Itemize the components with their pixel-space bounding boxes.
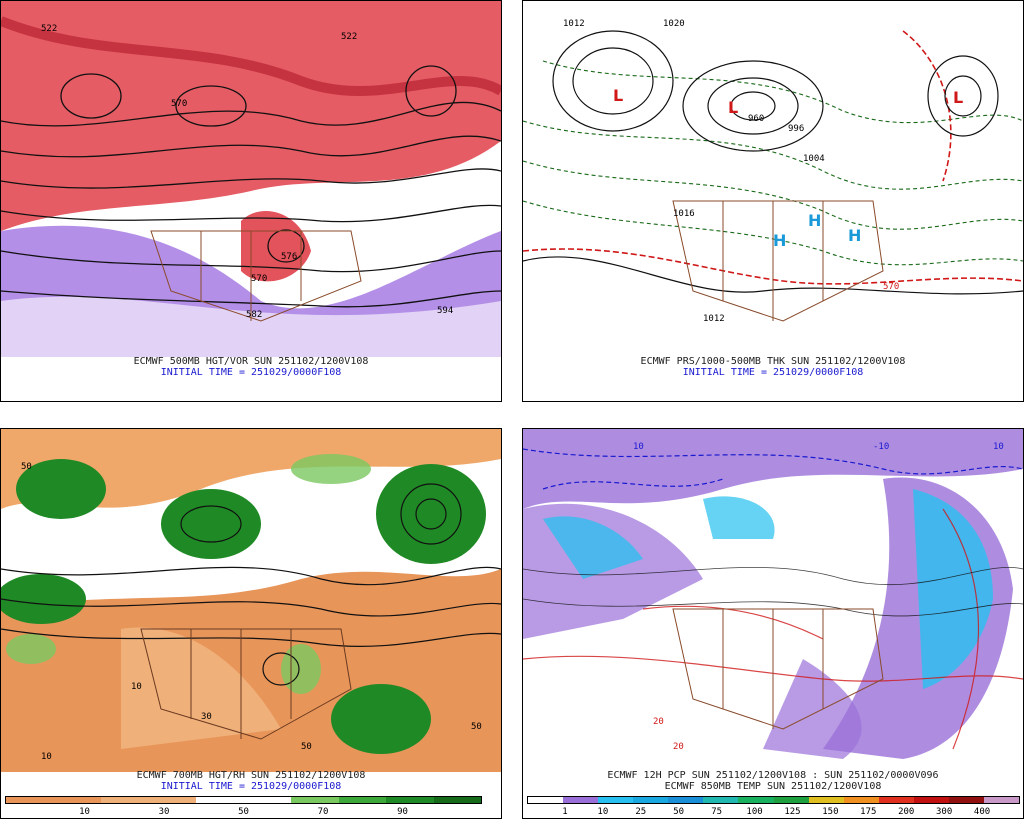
colorbar-tick-label: 90	[397, 807, 408, 817]
svg-text:50: 50	[471, 722, 482, 732]
map-precip-850temp: 10 10 20 -10 20	[523, 429, 1023, 772]
svg-text:L: L	[953, 88, 963, 107]
colorbar-segment	[243, 797, 291, 803]
svg-text:1016: 1016	[673, 209, 695, 219]
colorbar-tick-label: 300	[936, 807, 953, 817]
colorbar-tick-label: 400	[973, 807, 991, 817]
colorbar-tick-label: 30	[158, 807, 170, 817]
panel-500mb-hgt-vor: 522 570 576 582 594 570 522 ECMWF 500MB …	[0, 0, 502, 402]
panel-caption: ECMWF PRS/1000-500MB THK SUN 251102/1200…	[640, 356, 906, 367]
initial-time: INITIAL TIME = 251029/0000F108	[682, 367, 864, 378]
svg-text:50: 50	[21, 462, 32, 472]
svg-text:10: 10	[993, 442, 1004, 452]
colorbar-tick-label: 150	[822, 807, 839, 817]
svg-text:L: L	[728, 98, 738, 117]
initial-time: INITIAL TIME = 251029/0000F108	[160, 367, 342, 378]
colorbar-segment	[703, 797, 739, 803]
colorbar-segment	[528, 797, 564, 803]
colorbar-tick-label: 200	[898, 807, 915, 817]
rh-colorbar	[5, 796, 482, 804]
svg-text:L: L	[613, 86, 623, 105]
colorbar-segment	[598, 797, 634, 803]
svg-text:30: 30	[201, 712, 212, 722]
svg-text:10: 10	[41, 752, 52, 762]
colorbar-segment	[913, 797, 949, 803]
colorbar-tick-label: 125	[784, 807, 801, 817]
colorbar-tick-label: 70	[317, 807, 329, 817]
colorbar-segment	[196, 797, 244, 803]
initial-time: INITIAL TIME = 251029/0000F108	[160, 781, 342, 792]
svg-text:570: 570	[883, 282, 899, 292]
colorbar-segment	[843, 797, 879, 803]
colorbar-tick-label: 10	[79, 807, 90, 817]
panel-pcp-850temp: 10 10 20 -10 20 ECMWF 12H PCP SUN 251102…	[522, 428, 1024, 819]
panel-caption: ECMWF 700MB HGT/RH SUN 251102/1200V108	[136, 770, 366, 781]
colorbar-tick-label: 25	[635, 807, 647, 817]
colorbar-tick-label: 50	[673, 807, 685, 817]
panel-caption: ECMWF 500MB HGT/VOR SUN 251102/1200V108	[133, 356, 369, 367]
svg-text:960: 960	[748, 114, 764, 124]
colorbar-segment	[338, 797, 386, 803]
svg-text:1012: 1012	[703, 314, 725, 324]
colorbar-segment	[386, 797, 434, 803]
svg-text:10: 10	[633, 442, 644, 452]
svg-text:H: H	[848, 226, 861, 245]
colorbar-segment	[808, 797, 844, 803]
svg-text:H: H	[773, 231, 786, 250]
svg-text:1004: 1004	[803, 154, 825, 164]
colorbar-tick-label: 10	[597, 807, 609, 817]
svg-text:50: 50	[301, 742, 312, 752]
colorbar-segment	[878, 797, 914, 803]
colorbar-tick-label: 1	[562, 807, 568, 817]
panel-700mb-hgt-rh: 50 10 30 50 10 50 ECMWF 700MB HGT/RH SUN…	[0, 428, 502, 819]
colorbar-tick-label: 100	[746, 807, 763, 817]
colorbar-segment	[291, 797, 339, 803]
map-pressure-thickness: LLL HHH 1012 1020 960 996 1004 570 1016 …	[523, 1, 1023, 357]
colorbar-segment	[738, 797, 774, 803]
svg-text:522: 522	[341, 32, 357, 42]
colorbar-segment	[433, 797, 481, 803]
colorbar-segment	[668, 797, 704, 803]
panel-caption: ECMWF 12H PCP SUN 251102/1200V108 : SUN …	[607, 770, 939, 781]
svg-text:570: 570	[251, 274, 267, 284]
colorbar-segment	[633, 797, 669, 803]
precip-colorbar	[527, 796, 1020, 804]
svg-text:20: 20	[673, 742, 684, 752]
map-500mb-vorticity: 522 570 576 582 594 570 522	[1, 1, 501, 357]
colorbar-tick-label: 175	[860, 807, 877, 817]
temp-caption: ECMWF 850MB TEMP SUN 251102/1200V108	[664, 781, 882, 792]
colorbar-segment	[948, 797, 985, 803]
colorbar-segment	[6, 797, 54, 803]
colorbar-tick-label: 75	[711, 807, 723, 817]
map-700mb-rh: 50 10 30 50 10 50	[1, 429, 501, 772]
svg-text:594: 594	[437, 306, 453, 316]
colorbar-segment	[773, 797, 809, 803]
colorbar-tick-label: 50	[238, 807, 249, 817]
svg-text:20: 20	[653, 717, 664, 727]
svg-text:10: 10	[131, 682, 142, 692]
svg-text:H: H	[808, 211, 821, 230]
svg-text:996: 996	[788, 124, 804, 134]
svg-text:-10: -10	[873, 442, 889, 452]
svg-text:1020: 1020	[663, 19, 685, 29]
svg-text:570: 570	[171, 99, 187, 109]
colorbar-segment	[984, 797, 1020, 803]
colorbar-segment	[148, 797, 196, 803]
svg-text:576: 576	[281, 252, 297, 262]
svg-text:1012: 1012	[563, 19, 585, 29]
colorbar-segment	[53, 797, 101, 803]
svg-text:582: 582	[246, 310, 262, 320]
svg-text:522: 522	[41, 24, 57, 34]
colorbar-segment	[101, 797, 149, 803]
colorbar-segment	[563, 797, 599, 803]
